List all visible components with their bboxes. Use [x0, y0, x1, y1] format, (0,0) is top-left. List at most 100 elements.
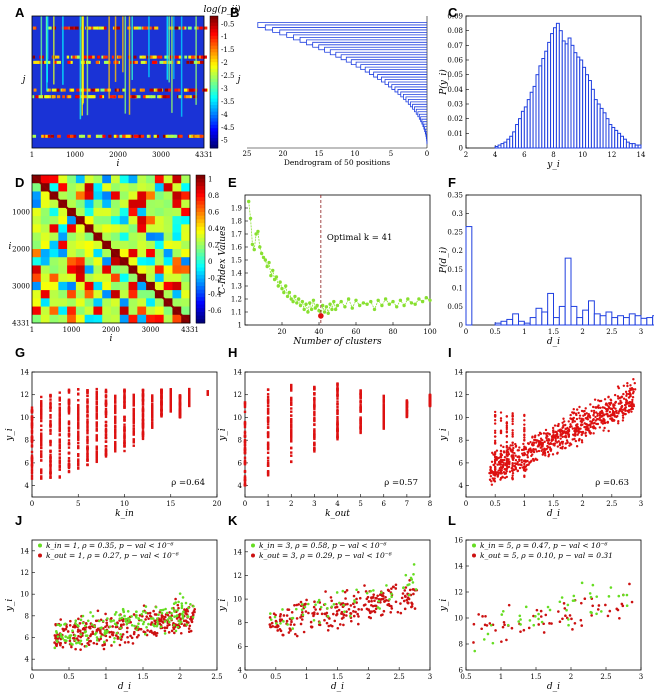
scatter-point	[266, 423, 270, 426]
scatter-point	[86, 441, 89, 445]
scatter-point	[518, 614, 522, 618]
heatmap-cell	[172, 191, 182, 200]
scatter-point	[514, 467, 518, 471]
scatter-point	[583, 412, 587, 416]
scatter-point	[89, 633, 93, 636]
heatmap-cell	[119, 183, 129, 192]
scatter-point	[176, 614, 179, 617]
scatter-point	[386, 603, 389, 607]
heatmap-cell	[119, 290, 129, 299]
scatter-point	[266, 435, 270, 438]
scatter-point	[189, 603, 192, 606]
heatmap-cell	[189, 95, 192, 99]
scatter-point	[609, 401, 613, 405]
scatter-point	[593, 398, 597, 401]
scatter-point	[243, 438, 247, 442]
scatter-point	[123, 428, 126, 432]
x-tick-label: 1	[104, 673, 108, 681]
scatter-point	[518, 455, 521, 459]
scatter-point	[312, 618, 316, 622]
heatmap-cell	[70, 55, 74, 59]
scatter-point	[290, 414, 293, 417]
colorbar-segment	[210, 25, 218, 30]
heatmap-cell	[51, 88, 57, 92]
scatter-point	[559, 428, 562, 431]
scatter-point	[103, 629, 107, 632]
scatter-point	[580, 439, 584, 442]
scatter-point	[169, 409, 172, 412]
scatter-point	[510, 626, 514, 630]
scatter-point	[520, 461, 524, 464]
scatter-point	[290, 620, 293, 624]
y-tick-label: 0.2	[452, 247, 463, 255]
cindex-point	[309, 307, 314, 312]
scatter-point	[493, 456, 497, 459]
dendrogram-link	[415, 108, 427, 115]
scatter-point	[178, 396, 182, 400]
scatter-point	[605, 410, 608, 413]
x-tick-label: 1000	[63, 326, 81, 334]
cindex-point	[326, 311, 330, 315]
scatter-point	[58, 468, 61, 471]
scatter-point	[104, 394, 108, 398]
scatter-point	[625, 402, 628, 406]
scatter-point	[151, 617, 155, 620]
scatter-point	[571, 420, 574, 424]
y-tick-label: 12	[233, 572, 242, 580]
scatter-point	[290, 407, 293, 410]
scatter-point	[118, 617, 122, 620]
colorbar-segment	[196, 241, 205, 246]
heatmap-cell	[97, 55, 101, 59]
scatter-point	[58, 423, 61, 426]
heatmap-cell	[50, 134, 54, 138]
scatter-point	[86, 447, 89, 451]
scatter-point	[598, 426, 602, 429]
scatter-point	[549, 448, 553, 451]
heatmap-cell	[169, 26, 173, 30]
heatmap-cell	[146, 183, 156, 192]
heatmap-cell	[163, 191, 173, 200]
scatter-point	[332, 612, 335, 616]
scatter-point	[595, 411, 598, 414]
scatter-point	[49, 432, 52, 435]
scatter-point	[493, 439, 497, 442]
scatter-point	[529, 450, 533, 454]
scatter-point	[40, 416, 43, 419]
scatter-point	[129, 621, 133, 624]
scatter-point	[120, 616, 124, 620]
heatmap-column	[128, 16, 131, 115]
heatmap-cell	[49, 175, 59, 184]
heatmap-cell	[42, 95, 47, 99]
scatter-point	[105, 621, 109, 625]
scatter-point	[493, 465, 497, 469]
scatter-point	[40, 446, 43, 450]
scatter-point	[359, 417, 362, 421]
scatter-point	[123, 433, 126, 437]
colorbar-segment	[196, 311, 205, 317]
scatter-point	[378, 607, 381, 610]
scatter-point	[382, 407, 385, 410]
scatter-point	[505, 470, 508, 473]
scatter-point	[188, 387, 191, 391]
heatmap-cell	[172, 257, 182, 266]
scatter-point	[493, 410, 497, 414]
scatter-point	[551, 453, 555, 456]
scatter-point	[334, 606, 337, 609]
scatter-point	[313, 450, 316, 453]
heatmap-cell	[181, 257, 191, 266]
heatmap-cell	[95, 134, 99, 138]
scatter-point	[519, 618, 522, 621]
scatter-point	[123, 432, 126, 435]
cindex-point	[335, 303, 340, 308]
scatter-point	[290, 383, 293, 387]
scatter-point	[309, 625, 313, 628]
scatter-point	[399, 611, 403, 615]
scatter-point	[493, 422, 497, 425]
scatter-point	[575, 417, 579, 421]
heatmap-cell	[146, 207, 156, 217]
heatmap-cell	[67, 298, 77, 307]
scatter-point	[625, 399, 629, 403]
scatter-point	[123, 444, 126, 448]
x-tick-label: 6	[382, 500, 387, 508]
scatter-point	[359, 430, 362, 433]
